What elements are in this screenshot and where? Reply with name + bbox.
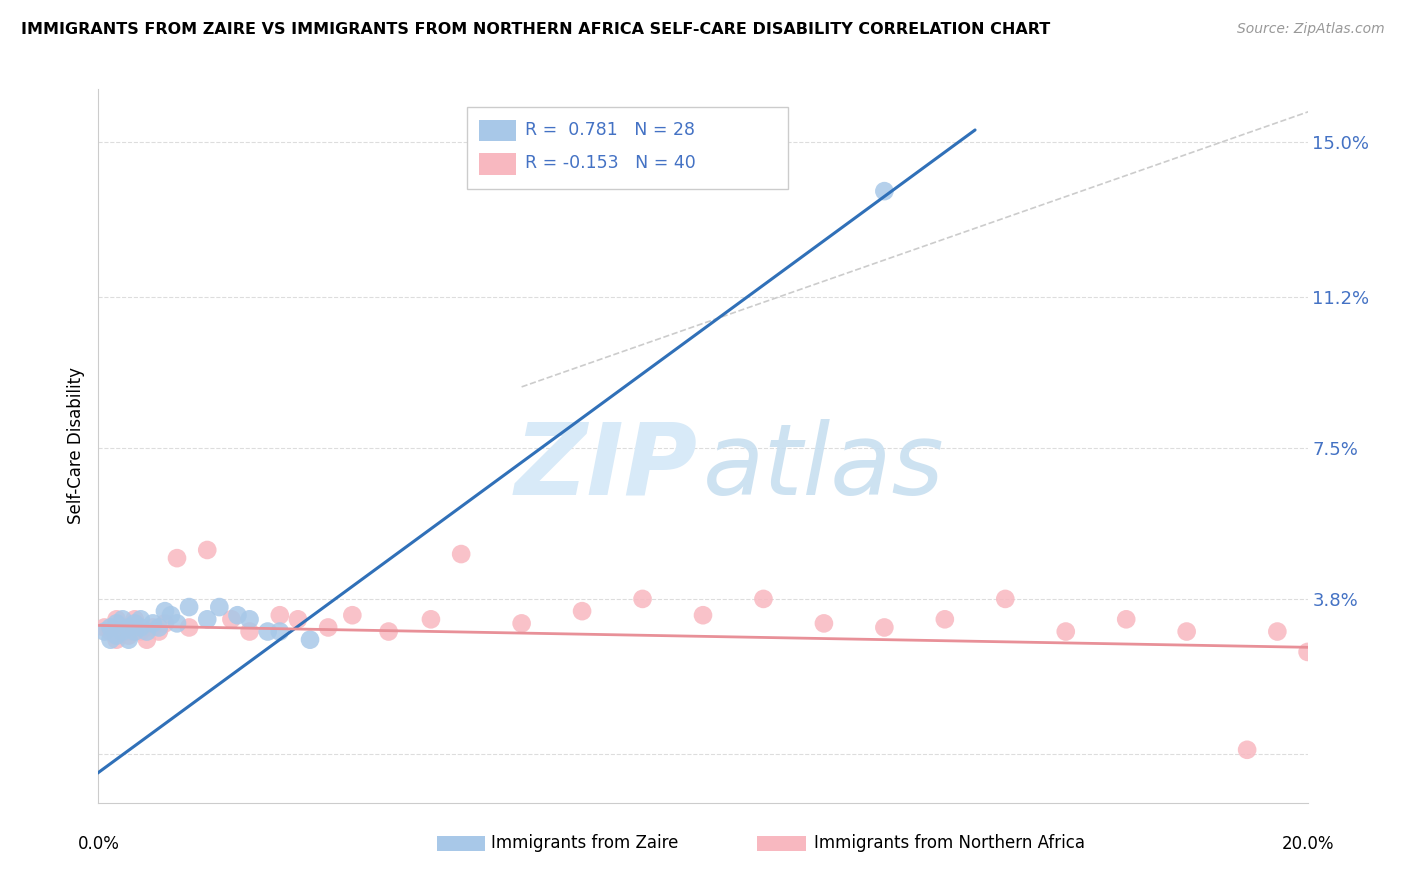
- Point: [256, 624, 278, 639]
- Point: [129, 620, 152, 634]
- Point: [1115, 612, 1137, 626]
- Point: [148, 620, 170, 634]
- Point: [571, 604, 593, 618]
- Text: 20.0%: 20.0%: [1281, 836, 1334, 854]
- Point: [124, 624, 146, 639]
- Point: [269, 608, 291, 623]
- Text: 0.0%: 0.0%: [77, 836, 120, 854]
- Point: [111, 620, 134, 634]
- Point: [195, 612, 218, 626]
- FancyBboxPatch shape: [479, 153, 516, 175]
- Point: [873, 184, 896, 198]
- Point: [153, 604, 176, 618]
- Point: [118, 632, 141, 647]
- Text: R =  0.781   N = 28: R = 0.781 N = 28: [526, 121, 695, 139]
- Point: [1267, 624, 1289, 639]
- Point: [179, 620, 201, 634]
- Point: [105, 629, 128, 643]
- Point: [510, 616, 533, 631]
- Point: [873, 620, 896, 634]
- Y-axis label: Self-Care Disability: Self-Care Disability: [67, 368, 86, 524]
- Point: [420, 612, 443, 626]
- Point: [100, 632, 122, 647]
- FancyBboxPatch shape: [758, 836, 806, 851]
- Point: [239, 624, 262, 639]
- Point: [118, 624, 141, 639]
- Text: atlas: atlas: [703, 419, 945, 516]
- Point: [129, 612, 152, 626]
- FancyBboxPatch shape: [467, 107, 787, 189]
- Point: [118, 620, 141, 634]
- Text: Immigrants from Northern Africa: Immigrants from Northern Africa: [814, 835, 1085, 853]
- Point: [994, 591, 1017, 606]
- Point: [124, 616, 146, 631]
- Point: [124, 612, 146, 626]
- Point: [160, 608, 183, 623]
- Point: [142, 616, 165, 631]
- Text: R = -0.153   N = 40: R = -0.153 N = 40: [526, 154, 696, 172]
- Point: [93, 620, 115, 634]
- Point: [148, 624, 170, 639]
- FancyBboxPatch shape: [479, 120, 516, 141]
- Point: [195, 543, 218, 558]
- Point: [142, 620, 165, 634]
- Point: [221, 612, 243, 626]
- Point: [934, 612, 956, 626]
- Point: [1175, 624, 1198, 639]
- Point: [287, 612, 309, 626]
- Point: [1296, 645, 1319, 659]
- FancyBboxPatch shape: [437, 836, 485, 851]
- Point: [752, 591, 775, 606]
- Point: [269, 624, 291, 639]
- Point: [166, 616, 188, 631]
- Point: [111, 624, 134, 639]
- Point: [100, 620, 122, 634]
- Text: Source: ZipAtlas.com: Source: ZipAtlas.com: [1237, 22, 1385, 37]
- Point: [166, 551, 188, 566]
- Point: [813, 616, 835, 631]
- Point: [93, 624, 115, 639]
- Point: [100, 624, 122, 639]
- Point: [208, 600, 231, 615]
- Point: [342, 608, 364, 623]
- Text: IMMIGRANTS FROM ZAIRE VS IMMIGRANTS FROM NORTHERN AFRICA SELF-CARE DISABILITY CO: IMMIGRANTS FROM ZAIRE VS IMMIGRANTS FROM…: [21, 22, 1050, 37]
- Point: [299, 632, 322, 647]
- Point: [1054, 624, 1077, 639]
- Text: Immigrants from Zaire: Immigrants from Zaire: [492, 835, 679, 853]
- Point: [135, 632, 157, 647]
- Point: [111, 612, 134, 626]
- Point: [1236, 743, 1258, 757]
- Point: [105, 612, 128, 626]
- Point: [118, 629, 141, 643]
- Point: [105, 616, 128, 631]
- Point: [239, 612, 262, 626]
- Point: [153, 616, 176, 631]
- Point: [135, 624, 157, 639]
- Point: [631, 591, 654, 606]
- Text: ZIP: ZIP: [515, 419, 697, 516]
- Point: [105, 632, 128, 647]
- Point: [692, 608, 714, 623]
- Point: [129, 624, 152, 639]
- Point: [226, 608, 249, 623]
- Point: [316, 620, 339, 634]
- Point: [179, 600, 201, 615]
- Point: [377, 624, 399, 639]
- Point: [450, 547, 472, 561]
